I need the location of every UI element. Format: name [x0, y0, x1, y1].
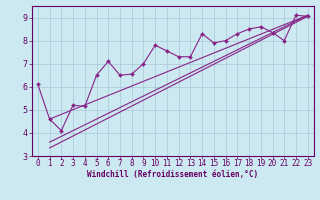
X-axis label: Windchill (Refroidissement éolien,°C): Windchill (Refroidissement éolien,°C) — [87, 170, 258, 179]
